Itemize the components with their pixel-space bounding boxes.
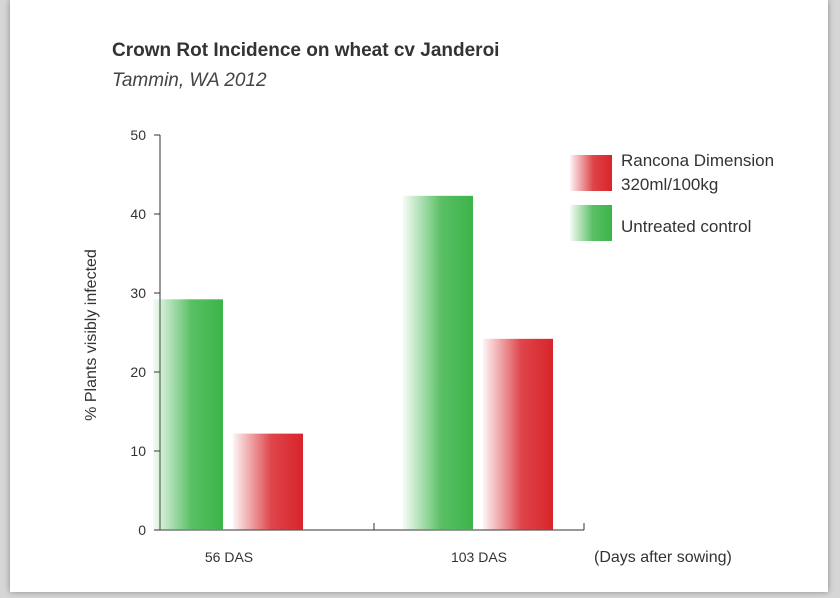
bar-rancona-0 [233, 433, 303, 530]
legend-label: 320ml/100kg [621, 175, 718, 194]
legend-label: Rancona Dimension [621, 151, 774, 170]
chart-subtitle: Tammin, WA 2012 [112, 70, 267, 91]
x-tick-label: 56 DAS [205, 549, 253, 565]
chart-title: Crown Rot Incidence on wheat cv Janderoi [112, 40, 499, 61]
x-axis-label: (Days after sowing) [594, 549, 732, 566]
legend-label: Untreated control [621, 217, 751, 236]
axes: 0 10 20 30 40 50 56 DAS 103 DAS [130, 127, 585, 565]
y-tick-label: 50 [130, 127, 146, 143]
y-tick-label: 10 [130, 443, 146, 459]
legend-swatch-untreated [570, 205, 612, 241]
y-tick-label: 0 [138, 522, 146, 538]
bar-untreated-1 [403, 195, 473, 530]
y-axis-label: % Plants visibly infected [83, 249, 100, 421]
bar-rancona-1 [483, 338, 553, 530]
x-tick-label: 103 DAS [451, 549, 507, 565]
y-tick-label: 30 [130, 285, 146, 301]
bar-untreated-0 [153, 299, 223, 530]
y-tick-label: 20 [130, 364, 146, 380]
y-tick-label: 40 [130, 206, 146, 222]
legend-swatch-rancona [570, 155, 612, 191]
legend: Rancona Dimension 320ml/100kg Untreated co… [570, 151, 774, 241]
bars [153, 195, 553, 530]
